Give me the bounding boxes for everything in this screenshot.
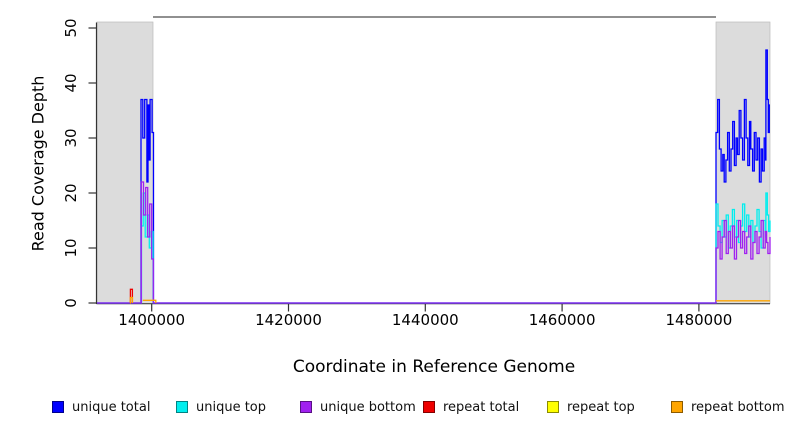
legend-label: unique bottom [320, 399, 416, 415]
legend-label: unique total [72, 399, 151, 415]
legend-item-repeat-bottom: repeat bottom [671, 398, 785, 416]
repeat-region-left-band [96, 21, 154, 304]
y-tick-label: 50 [62, 18, 80, 38]
y-tick-label: 20 [62, 183, 80, 203]
x-tick-label: 1460000 [528, 311, 596, 329]
legend-item-unique-total: unique total [52, 398, 150, 416]
legend-swatch-icon [52, 401, 64, 413]
y-axis-label: Read Coverage Depth [28, 75, 48, 252]
legend-item-unique-bottom: unique bottom [300, 398, 416, 416]
y-tick-label: 0 [62, 298, 80, 308]
x-axis-label: Coordinate in Reference Genome [292, 357, 576, 377]
legend-item-unique-top: unique top [176, 398, 266, 416]
series-unique-top-line [97, 192, 771, 304]
legend-label: repeat bottom [691, 399, 785, 415]
x-tick-label: 1420000 [255, 311, 322, 329]
y-tick-label: 40 [62, 73, 80, 93]
chart-legend: unique total unique top unique bottom repea… [0, 398, 792, 418]
y-tick-label: 30 [62, 128, 80, 148]
series-unique-total-line [97, 49, 770, 304]
legend-label: repeat top [567, 399, 635, 415]
legend-swatch-icon [176, 401, 188, 413]
legend-swatch-icon [423, 401, 435, 413]
x-tick-label: 1480000 [665, 311, 733, 329]
series-repeat-bottom-line [142, 299, 157, 303]
series-unique-bottom-line [97, 181, 771, 304]
legend-swatch-icon [671, 401, 683, 413]
x-tick-label: 1400000 [118, 311, 186, 329]
legend-label: repeat total [443, 399, 520, 415]
legend-item-repeat-total: repeat total [423, 398, 519, 416]
legend-label: unique top [196, 399, 267, 415]
legend-swatch-icon [300, 401, 312, 413]
series-repeat-bottom-line [129, 296, 134, 304]
legend-item-repeat-top: repeat top [547, 398, 635, 416]
legend-swatch-icon [547, 401, 559, 413]
x-tick-label: 1440000 [391, 311, 459, 329]
y-tick-label: 10 [62, 238, 80, 258]
